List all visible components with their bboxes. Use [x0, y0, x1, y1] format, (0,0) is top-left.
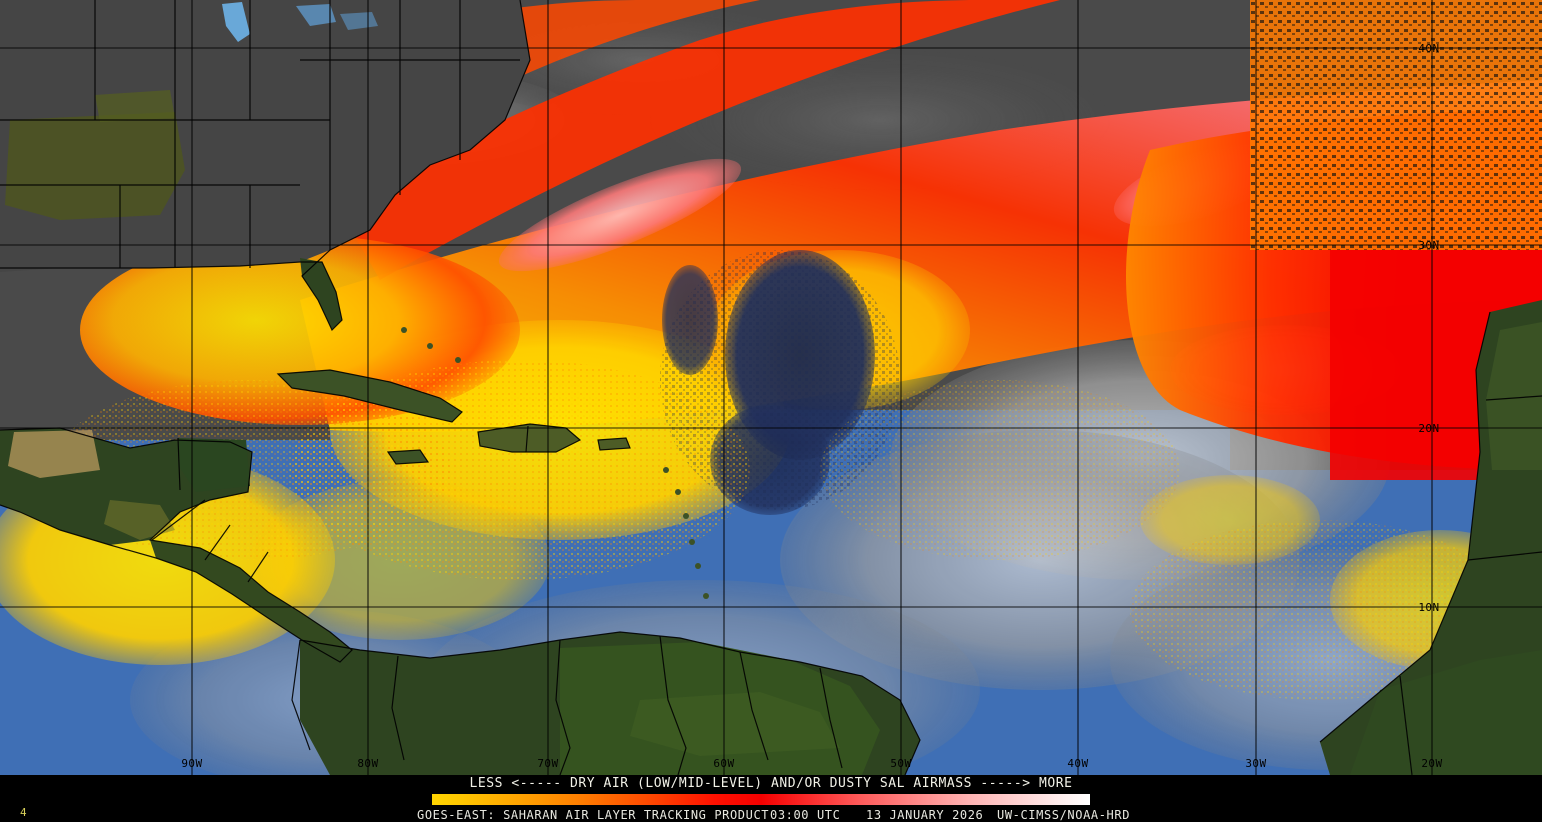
satellite-map[interactable]: 40N 30N 20N 10N 90W 80W 70W 60W 50W 40W … [0, 0, 1542, 775]
lon-label-30w: 30W [1245, 757, 1266, 770]
lon-label-60w: 60W [713, 757, 734, 770]
lon-label-80w: 80W [357, 757, 378, 770]
lon-label-70w: 70W [537, 757, 558, 770]
lon-label-90w: 90W [181, 757, 202, 770]
latlon-grid [0, 0, 1542, 775]
grid-labels: 40N 30N 20N 10N 90W 80W 70W 60W 50W 40W … [181, 42, 1442, 770]
lat-label-20n: 20N [1418, 422, 1439, 435]
footer-credit-label: UW-CIMSS/NOAA-HRD [997, 808, 1131, 822]
footer-time-label: 03:00 UTC [770, 808, 841, 822]
lon-label-20w: 20W [1421, 757, 1442, 770]
sal-colorbar [432, 794, 1090, 805]
footer-date-label: 13 JANUARY 2026 [866, 808, 984, 822]
footer-bar: GOES-EAST: SAHARAN AIR LAYER TRACKING PR… [0, 808, 1542, 822]
footer-product-label: GOES-EAST: SAHARAN AIR LAYER TRACKING PR… [417, 808, 770, 822]
frame-number-label: 4 [20, 806, 27, 819]
lon-label-50w: 50W [890, 757, 911, 770]
lat-label-30n: 30N [1418, 239, 1439, 252]
lat-label-10n: 10N [1418, 601, 1439, 614]
lon-label-40w: 40W [1067, 757, 1088, 770]
annotation-strip: LESS <----- DRY AIR (LOW/MID-LEVEL) AND/… [0, 775, 1542, 822]
lat-label-40n: 40N [1418, 42, 1439, 55]
geographic-boundaries [0, 0, 1542, 775]
satellite-imagery: 40N 30N 20N 10N 90W 80W 70W 60W 50W 40W … [0, 0, 1542, 775]
landmass-layer [0, 0, 1542, 775]
legend-title: LESS <----- DRY AIR (LOW/MID-LEVEL) AND/… [469, 776, 1073, 791]
